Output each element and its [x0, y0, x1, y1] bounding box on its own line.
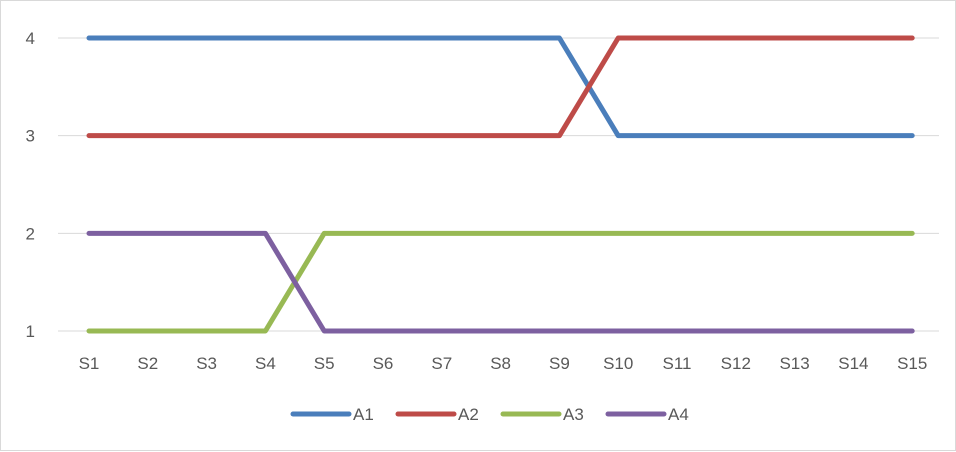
series-line-a3	[86, 230, 915, 334]
y-tick-label-3: 3	[26, 127, 35, 146]
legend-label-a1: A1	[353, 405, 374, 424]
x-tick-label-s4: S4	[255, 354, 276, 373]
gridlines	[58, 37, 939, 332]
y-tick-label-1: 1	[26, 322, 35, 341]
legend-label-a3: A3	[563, 405, 584, 424]
series-line-a4	[86, 230, 915, 334]
x-tick-label-s9: S9	[549, 354, 570, 373]
series-line-a1	[86, 35, 915, 139]
x-tick-label-s2: S2	[137, 354, 158, 373]
legend-label-a4: A4	[668, 405, 689, 424]
x-tick-label-s13: S13	[779, 354, 809, 373]
x-tick-label-s1: S1	[79, 354, 100, 373]
x-tick-label-s10: S10	[603, 354, 633, 373]
legend: A1 A2 A3 A4	[290, 405, 689, 424]
series-line-a2	[86, 35, 915, 139]
x-tick-label-s5: S5	[314, 354, 335, 373]
x-tick-label-s8: S8	[490, 354, 511, 373]
x-tick-label-s11: S11	[663, 354, 692, 373]
x-tick-label-s6: S6	[373, 354, 394, 373]
x-axis-ticks: S1 S2 S3 S4 S5 S6 S7 S8 S9 S10 S11 S12 S13 S14 S15	[79, 354, 928, 373]
x-tick-label-s15: S15	[897, 354, 927, 373]
x-tick-label-s14: S14	[838, 354, 868, 373]
x-tick-label-s7: S7	[431, 354, 452, 373]
y-tick-label-2: 2	[26, 224, 35, 243]
x-tick-label-s3: S3	[196, 354, 217, 373]
x-tick-label-s12: S12	[721, 354, 751, 373]
series-lines	[86, 35, 915, 334]
y-tick-label-4: 4	[26, 29, 35, 48]
y-axis-ticks: 1 2 3 4	[26, 29, 35, 341]
legend-label-a2: A2	[458, 405, 479, 424]
